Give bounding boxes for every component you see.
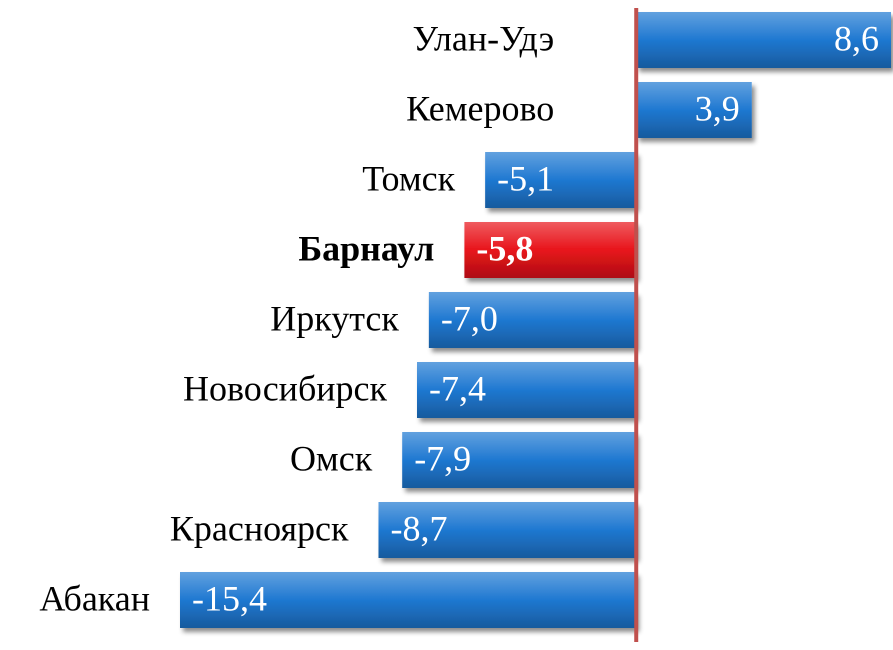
category-label: Иркутск (270, 298, 399, 338)
bar (636, 82, 752, 138)
bar (428, 292, 637, 348)
category-label: Абакан (39, 578, 150, 618)
bar (417, 362, 637, 418)
bar (180, 572, 637, 628)
bar (485, 152, 637, 208)
value-label: 3,9 (695, 88, 740, 128)
value-label: -5,8 (476, 228, 533, 268)
value-label: -8,7 (390, 508, 447, 548)
value-label: -7,0 (441, 298, 498, 338)
category-label: Томск (362, 158, 455, 198)
bar (464, 222, 637, 278)
category-label: Омск (290, 438, 373, 478)
category-label: Барнаул (298, 228, 434, 268)
value-label: -15,4 (192, 578, 267, 618)
bar (378, 502, 637, 558)
bar (402, 432, 637, 488)
value-label: 8,6 (834, 18, 879, 58)
category-label: Улан-Удэ (412, 18, 554, 58)
value-label: -7,4 (429, 368, 486, 408)
category-label: Кемерово (406, 88, 554, 128)
value-label: -7,9 (414, 438, 471, 478)
value-label: -5,1 (497, 158, 554, 198)
category-label: Новосибирск (183, 368, 387, 408)
category-label: Красноярск (170, 508, 349, 548)
bar (636, 12, 891, 68)
